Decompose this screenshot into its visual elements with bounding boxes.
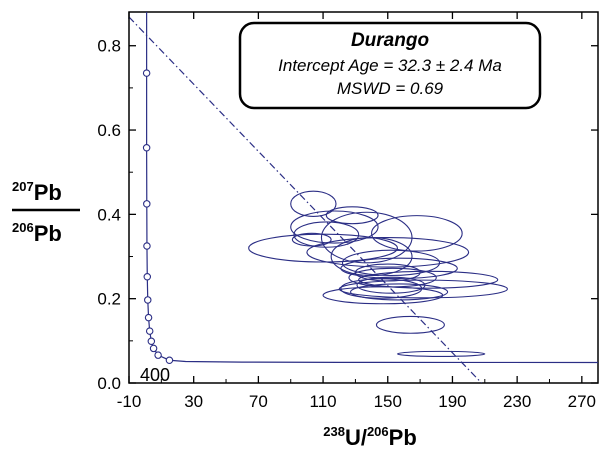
concordia-age-marker xyxy=(144,313,153,322)
y-axis-denominator: 206Pb xyxy=(12,220,62,246)
error-ellipse xyxy=(306,237,470,268)
error-ellipse xyxy=(293,221,360,248)
concordia-age-marker xyxy=(154,351,162,359)
y-axis-num-sup: 207 xyxy=(12,179,34,194)
annotation-title: Durango xyxy=(351,30,429,51)
annotation-mswd: MSWD = 0.69 xyxy=(337,79,444,98)
error-ellipse xyxy=(322,286,444,305)
y-axis-num-el: Pb xyxy=(34,180,62,205)
error-ellipse xyxy=(290,190,337,218)
concordia-age-marker xyxy=(143,273,152,281)
error-ellipse xyxy=(371,215,463,252)
concordia-age-marker xyxy=(145,327,154,335)
concordia-age-marker xyxy=(142,69,151,77)
x-tick-label: 230 xyxy=(503,392,531,411)
y-tick-label: 0.4 xyxy=(97,205,121,224)
y-axis-den-sup: 206 xyxy=(12,220,34,235)
x-tick-label: 110 xyxy=(310,392,337,411)
annotation-intercept-age: Intercept Age = 32.3 ± 2.4 Ma xyxy=(278,56,502,75)
y-axis-den-el: Pb xyxy=(34,221,62,246)
x-axis-el-u: U/ xyxy=(345,425,367,450)
data-layer xyxy=(129,12,598,383)
concordia-age-marker xyxy=(147,337,156,346)
x-axis-title: 238U/206Pb xyxy=(323,424,417,450)
x-tick-label: -10 xyxy=(117,392,142,411)
x-tick-label: 150 xyxy=(374,392,402,411)
concordia-age-marker xyxy=(143,200,151,208)
x-axis-el-pb: Pb xyxy=(389,425,417,450)
x-tick-label: 270 xyxy=(568,392,596,411)
error-ellipse xyxy=(325,206,379,225)
error-ellipse xyxy=(330,237,413,277)
error-ellipse xyxy=(358,270,499,289)
regression-line xyxy=(129,16,482,383)
y-tick-label: 0.2 xyxy=(97,290,121,309)
error-ellipse xyxy=(290,210,379,244)
concordia-age-marker xyxy=(149,344,158,353)
x-tick-label: 30 xyxy=(184,392,203,411)
error-ellipse xyxy=(396,350,486,357)
x-tick-label: 70 xyxy=(249,392,268,411)
concordia-age-marker xyxy=(144,296,152,304)
error-ellipse xyxy=(338,279,508,299)
concordia-age-marker xyxy=(142,144,151,152)
annotation-border xyxy=(238,21,542,110)
error-ellipse xyxy=(341,249,441,277)
concordia-curve xyxy=(146,12,598,364)
x-axis-sup-206: 206 xyxy=(367,424,389,439)
axis-ticks: -10 30 70 110 150 190 230 270 0.0 0.2 0.4 0.6 0.8 xyxy=(97,12,598,411)
y-tick-label: 0.0 xyxy=(97,374,121,393)
y-axis-numerator: 207Pb xyxy=(12,179,62,205)
error-ellipse xyxy=(340,257,458,279)
concordia-age-marker xyxy=(165,356,174,364)
x-axis-sup-238: 238 xyxy=(323,424,345,439)
error-ellipse xyxy=(375,315,445,334)
y-tick-label: 0.6 xyxy=(97,121,121,140)
plot-frame xyxy=(128,11,599,384)
error-ellipse xyxy=(248,233,399,263)
concordia-age-label: 400 xyxy=(140,365,170,385)
y-tick-label: 0.8 xyxy=(97,37,121,56)
error-ellipse xyxy=(350,283,449,301)
x-tick-label: 190 xyxy=(438,392,466,411)
error-ellipse xyxy=(320,211,413,264)
error-ellipse xyxy=(291,232,332,247)
y-axis-title: 207Pb 206Pb xyxy=(12,179,80,246)
concordia-age-marker xyxy=(143,242,151,250)
annotation-box: Durango Intercept Age = 32.3 ± 2.4 Ma MS… xyxy=(238,21,542,110)
